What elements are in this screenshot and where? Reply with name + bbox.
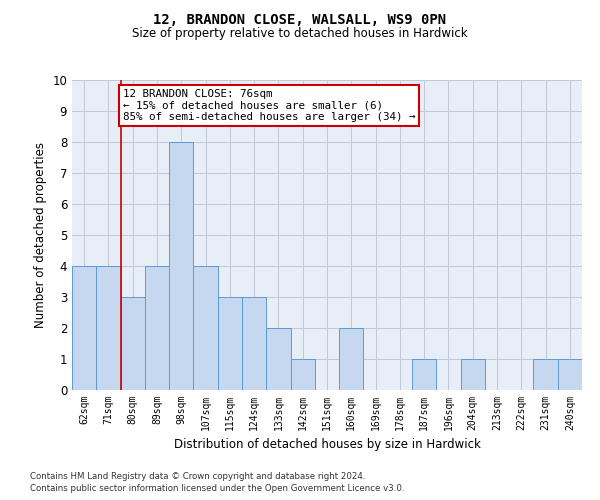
Bar bbox=[218, 297, 242, 390]
Bar bbox=[72, 266, 96, 390]
Bar bbox=[266, 328, 290, 390]
Text: Contains public sector information licensed under the Open Government Licence v3: Contains public sector information licen… bbox=[30, 484, 404, 493]
Text: 12, BRANDON CLOSE, WALSALL, WS9 0PN: 12, BRANDON CLOSE, WALSALL, WS9 0PN bbox=[154, 12, 446, 26]
Bar bbox=[461, 359, 485, 390]
Bar bbox=[412, 359, 436, 390]
Text: Size of property relative to detached houses in Hardwick: Size of property relative to detached ho… bbox=[132, 28, 468, 40]
Bar bbox=[242, 297, 266, 390]
Text: 12 BRANDON CLOSE: 76sqm
← 15% of detached houses are smaller (6)
85% of semi-det: 12 BRANDON CLOSE: 76sqm ← 15% of detache… bbox=[123, 88, 415, 122]
Bar bbox=[193, 266, 218, 390]
Text: Contains HM Land Registry data © Crown copyright and database right 2024.: Contains HM Land Registry data © Crown c… bbox=[30, 472, 365, 481]
Bar bbox=[96, 266, 121, 390]
Y-axis label: Number of detached properties: Number of detached properties bbox=[34, 142, 47, 328]
X-axis label: Distribution of detached houses by size in Hardwick: Distribution of detached houses by size … bbox=[173, 438, 481, 452]
Bar bbox=[558, 359, 582, 390]
Bar bbox=[339, 328, 364, 390]
Bar bbox=[169, 142, 193, 390]
Bar bbox=[533, 359, 558, 390]
Bar bbox=[145, 266, 169, 390]
Bar bbox=[121, 297, 145, 390]
Bar bbox=[290, 359, 315, 390]
